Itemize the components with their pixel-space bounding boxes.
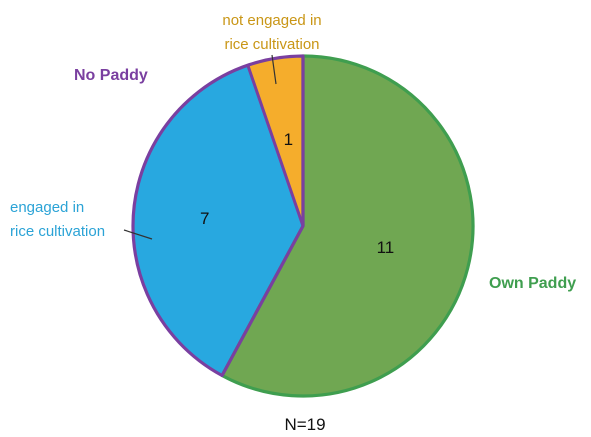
group-border-own-paddy: [220, 54, 475, 398]
slice-label-not-engaged-line2: rice cultivation: [224, 36, 319, 53]
leader-lines: [123, 54, 277, 240]
leader-line-not-engaged: [271, 54, 277, 85]
pie-slice-own: [222, 56, 474, 396]
group-border-no-paddy: [131, 54, 305, 378]
slice-label-engaged-line2: rice cultivation: [10, 223, 105, 240]
slice-label-not-engaged-line1: not engaged in: [222, 12, 321, 29]
pie-group-borders: [131, 54, 475, 398]
slice-value-engaged: 7: [200, 209, 209, 228]
group-label-own-paddy: Own Paddy: [489, 275, 576, 292]
slice-value-not-engaged: 1: [284, 130, 293, 149]
group-label-no-paddy: No Paddy: [74, 67, 148, 84]
slice-divider: [246, 64, 305, 227]
total-count-label: N=19: [284, 415, 325, 434]
pie-slice-engaged: [132, 65, 303, 376]
slice-label-engaged-line1: engaged in: [10, 199, 84, 216]
leader-line-engaged: [123, 229, 153, 240]
slice-value-own-paddy: 11: [377, 238, 395, 257]
